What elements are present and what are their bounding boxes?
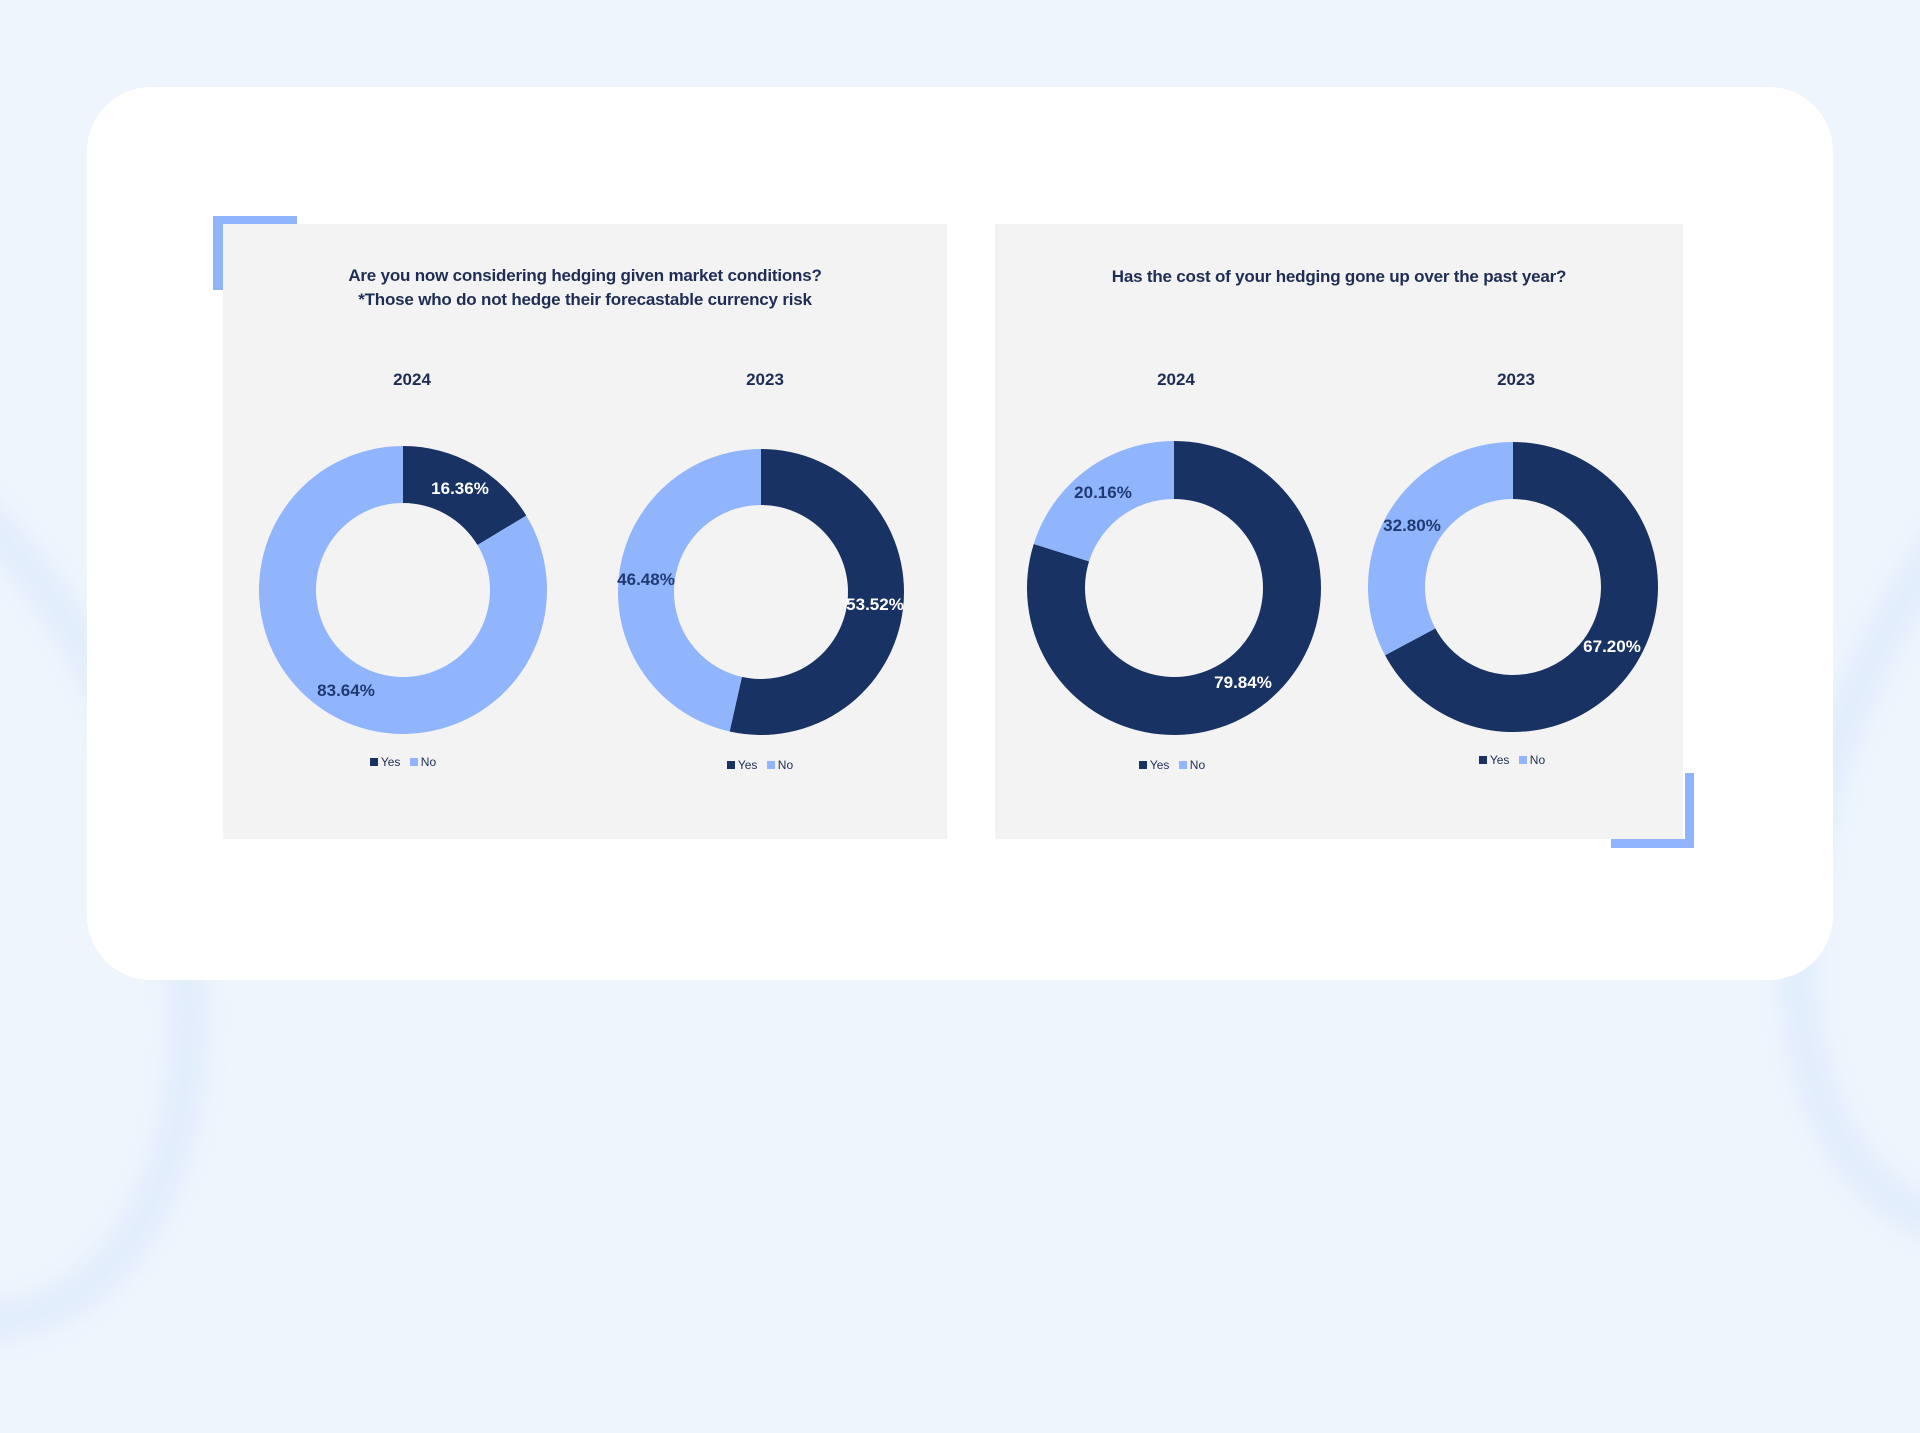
legend-item-yes: Yes [1478, 753, 1509, 767]
donut-chart-hedging-2023 [618, 449, 904, 735]
legend-item-yes: Yes [1138, 758, 1169, 772]
donut-slice-yes [403, 446, 527, 546]
chart-year-label: 2023 [1497, 370, 1535, 389]
panel-title-line-1: Has the cost of your hedging gone up ove… [1111, 267, 1567, 286]
donut-slice-no [1033, 441, 1174, 562]
legend-swatch-no-icon [1178, 761, 1187, 769]
slice-label-no: 20.16% [1074, 483, 1132, 502]
chart-legend: Yes No [333, 755, 473, 769]
corner-accent-bottom-right-horizontal [1611, 839, 1694, 848]
legend-item-no: No [766, 758, 793, 772]
legend-item-yes: Yes [726, 758, 757, 772]
chart-panel-hedging-cost: Has the cost of your hedging gone up ove… [995, 224, 1683, 839]
chart-legend: Yes No [1102, 758, 1242, 772]
chart-legend: Yes No [690, 758, 830, 772]
chart-legend: Yes No [1442, 753, 1582, 767]
donut-slice-no [1368, 442, 1513, 656]
legend-item-no: No [409, 755, 436, 769]
legend-swatch-no-icon [409, 758, 418, 766]
panel-title-line-1: Are you now considering hedging given ma… [348, 266, 822, 285]
legend-item-no: No [1178, 758, 1205, 772]
legend-swatch-no-icon [766, 761, 775, 769]
donut-chart-cost-2024 [1027, 441, 1321, 735]
donut-slice-no [618, 449, 761, 732]
donut-chart-hedging-2024 [259, 446, 547, 734]
donut-slice-yes [1385, 442, 1658, 732]
donut-slice-yes [1027, 441, 1321, 735]
donut-slice-yes [729, 449, 904, 735]
slice-label-yes: 79.84% [1214, 673, 1272, 692]
donut-slice-no [259, 446, 547, 734]
panel-title: Are you now considering hedging given ma… [223, 264, 947, 312]
chart-year-label: 2024 [1157, 370, 1195, 389]
corner-accent-top-left-horizontal [213, 216, 297, 225]
slice-label-no: 83.64% [317, 681, 375, 700]
slice-label-yes: 67.20% [1583, 637, 1641, 656]
slice-label-yes: 16.36% [431, 479, 489, 498]
slice-label-no: 32.80% [1383, 516, 1441, 535]
legend-item-no: No [1518, 753, 1545, 767]
chart-year-label: 2023 [746, 370, 784, 389]
legend-swatch-no-icon [1518, 756, 1527, 764]
panel-title-line-2: *Those who do not hedge their forecastab… [358, 290, 812, 309]
legend-swatch-yes-icon [1478, 756, 1487, 764]
panel-title: Has the cost of your hedging gone up ove… [995, 265, 1683, 289]
corner-accent-bottom-right-vertical [1685, 773, 1694, 848]
slice-label-yes: 53.52% [846, 595, 904, 614]
slice-label-no: 46.48% [617, 570, 675, 589]
legend-swatch-yes-icon [726, 761, 735, 769]
legend-swatch-yes-icon [369, 758, 378, 766]
chart-year-label: 2024 [393, 370, 431, 389]
legend-item-yes: Yes [369, 755, 400, 769]
corner-accent-top-left-vertical [213, 216, 223, 290]
donut-chart-cost-2023 [1368, 442, 1658, 732]
legend-swatch-yes-icon [1138, 761, 1147, 769]
